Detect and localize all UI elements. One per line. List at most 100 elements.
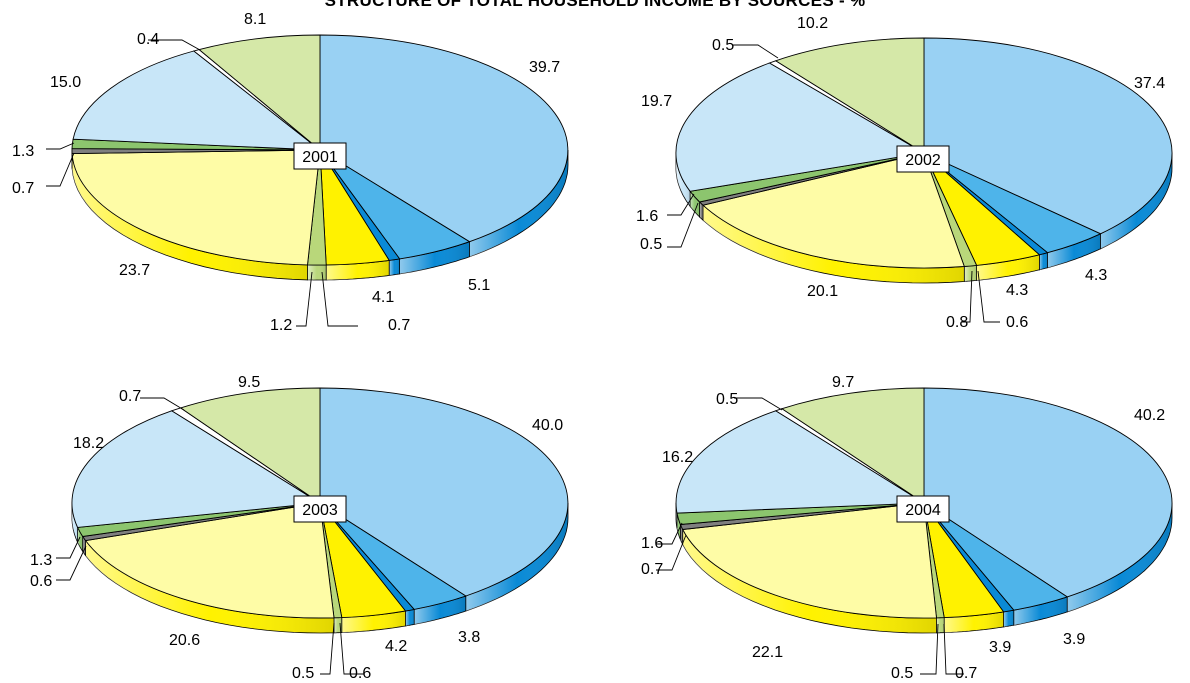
leader-line-7	[656, 522, 683, 545]
data-label: 9.5	[238, 374, 260, 391]
leader-line-7	[46, 142, 75, 150]
pie-sides	[71, 502, 569, 634]
pie-side-shade-6	[699, 202, 703, 221]
pie-chart-2002: 37.4 4.3 0.6 4.3 0.8 20.1 0.5 1.6 19.7 0.5 10.2 200…	[636, 15, 1173, 331]
pie-side-shade-2	[1039, 252, 1048, 270]
data-label: 0.4	[137, 31, 159, 48]
pie-slice-5	[71, 149, 321, 266]
pie-side-shade-4	[936, 617, 945, 633]
data-label: 4.1	[372, 289, 394, 306]
leader-line-4	[920, 623, 939, 675]
pie-sides	[71, 149, 569, 281]
data-label: 0.5	[716, 391, 738, 408]
pie-chart-2001: 39.7 5.1 0.7 4.1 1.2 23.7 0.7 1.3 15.0 0.4 8.1 2001	[12, 11, 569, 334]
pie-side-shade-7	[690, 191, 700, 217]
data-label: 1.3	[12, 143, 34, 160]
data-label: 8.1	[244, 11, 266, 28]
pie-side-shade-4	[964, 265, 977, 282]
data-label: 10.2	[797, 15, 828, 32]
leader-line-4	[962, 270, 973, 323]
data-label: 3.9	[1063, 631, 1085, 648]
pie-slice-5	[702, 152, 965, 269]
pie-side-shade-7	[677, 513, 681, 540]
pie-slice-8	[71, 410, 322, 528]
pie-slice-10	[780, 387, 925, 504]
pie-slice-0	[319, 387, 569, 597]
pie-side-shade-7	[77, 527, 83, 552]
leader-line-6	[656, 534, 687, 571]
pie-side-shade-1	[399, 241, 470, 274]
pie-side-shade-3	[341, 611, 406, 633]
data-label: 1.3	[30, 552, 52, 569]
pie-side-shade-5	[703, 205, 965, 283]
data-label: 22.1	[752, 644, 783, 661]
pie-slice-10	[774, 37, 925, 154]
data-label: 0.8	[946, 314, 968, 331]
leader-line-4	[320, 622, 335, 675]
pie-slice-8	[72, 50, 322, 151]
data-label: 23.7	[119, 262, 150, 279]
leader-line-9	[732, 44, 779, 59]
pie-side-shade-0	[465, 503, 568, 611]
year-box	[896, 495, 950, 523]
leader-line-6	[46, 152, 75, 187]
pie-slice-0	[923, 37, 1173, 235]
leader-line-6	[667, 202, 699, 248]
pie-slice-8	[675, 62, 926, 192]
data-label: 0.5	[712, 37, 734, 54]
pie-side-shade-6	[680, 524, 683, 545]
data-label: 0.7	[955, 665, 977, 682]
pie-slice-10	[198, 34, 321, 151]
leader-line-9	[140, 397, 185, 411]
pie-side-shade-4	[334, 617, 342, 633]
pie-side-shade-5	[85, 540, 334, 633]
year-label: 2004	[905, 502, 941, 519]
pie-side-shade-5	[682, 529, 937, 633]
year-box	[896, 145, 950, 173]
data-label: 39.7	[529, 59, 560, 76]
data-label: 0.5	[640, 236, 662, 253]
data-label: 40.0	[532, 417, 563, 434]
data-label: 0.6	[1006, 314, 1028, 331]
chart-title: STRUCTURE OF TOTAL HOUSEHOLD INCOME BY S…	[324, 0, 866, 10]
pie-side-shade-0	[1067, 503, 1172, 612]
data-label: 0.6	[349, 665, 371, 682]
pie-slice-0	[923, 387, 1173, 598]
data-label: 1.6	[636, 208, 658, 225]
pie-side-shade-4	[307, 264, 327, 280]
data-label: 3.8	[458, 629, 480, 646]
data-label: 0.6	[30, 573, 52, 590]
data-label: 16.2	[662, 449, 693, 466]
data-label: 20.1	[807, 283, 838, 300]
data-label: 9.7	[832, 374, 854, 391]
year-box	[293, 495, 347, 523]
leader-line-2	[321, 271, 358, 327]
pie-side-shade-1	[1013, 596, 1068, 626]
pie-side-shade-3	[976, 254, 1040, 281]
pie-slice-0	[319, 34, 569, 243]
data-label: 0.5	[292, 665, 314, 682]
year-box	[293, 142, 347, 170]
data-label: 37.4	[1134, 75, 1165, 92]
pie-side-shade-2	[389, 258, 400, 276]
data-label: 5.1	[468, 277, 490, 294]
data-label: 20.6	[169, 632, 200, 649]
pie-side-shade-8	[72, 503, 78, 543]
leader-line-2	[977, 270, 1000, 323]
year-label: 2002	[905, 152, 941, 169]
data-label: 1.2	[270, 317, 292, 334]
pie-side-shade-3	[326, 260, 390, 280]
leader-line-9	[734, 397, 783, 411]
pie-side-shade-5	[72, 153, 308, 280]
pie-chart-2003: 40.0 3.8 0.6 4.2 0.5 20.6 0.6 1.3 18.2 0.7 9.5 2003	[30, 374, 569, 682]
data-label: 4.3	[1085, 267, 1107, 284]
pie-slice-5	[84, 502, 335, 619]
leader-line-7	[56, 536, 81, 559]
leader-line-9	[148, 39, 201, 51]
data-label: 3.9	[989, 639, 1011, 656]
data-label: 0.7	[388, 317, 410, 334]
data-label: 19.7	[641, 93, 672, 110]
data-label: 0.7	[119, 388, 141, 405]
pie-slice-8	[675, 410, 926, 514]
